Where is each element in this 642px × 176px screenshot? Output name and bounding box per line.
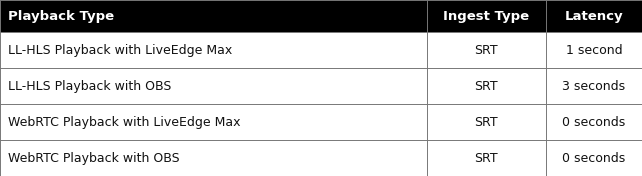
Text: 0 seconds: 0 seconds: [562, 115, 625, 128]
Text: 1 second: 1 second: [566, 43, 622, 56]
Bar: [546, 104, 642, 140]
Text: SRT: SRT: [474, 115, 498, 128]
Text: SRT: SRT: [474, 152, 498, 165]
Bar: [546, 0, 642, 32]
Text: LL-HLS Playback with OBS: LL-HLS Playback with OBS: [8, 80, 171, 93]
Bar: [546, 32, 642, 68]
Bar: [0, 68, 427, 104]
Text: WebRTC Playback with LiveEdge Max: WebRTC Playback with LiveEdge Max: [8, 115, 240, 128]
Bar: [427, 140, 546, 176]
Bar: [427, 32, 546, 68]
Bar: [0, 104, 427, 140]
Bar: [427, 0, 546, 32]
Text: 0 seconds: 0 seconds: [562, 152, 625, 165]
Bar: [427, 104, 546, 140]
Text: 3 seconds: 3 seconds: [562, 80, 625, 93]
Bar: [427, 68, 546, 104]
Text: SRT: SRT: [474, 43, 498, 56]
Bar: [0, 140, 427, 176]
Text: Playback Type: Playback Type: [8, 10, 114, 23]
Text: Ingest Type: Ingest Type: [443, 10, 530, 23]
Text: SRT: SRT: [474, 80, 498, 93]
Bar: [0, 32, 427, 68]
Text: Latency: Latency: [564, 10, 623, 23]
Text: LL-HLS Playback with LiveEdge Max: LL-HLS Playback with LiveEdge Max: [8, 43, 232, 56]
Text: WebRTC Playback with OBS: WebRTC Playback with OBS: [8, 152, 179, 165]
Bar: [0, 0, 427, 32]
Bar: [546, 68, 642, 104]
Bar: [546, 140, 642, 176]
